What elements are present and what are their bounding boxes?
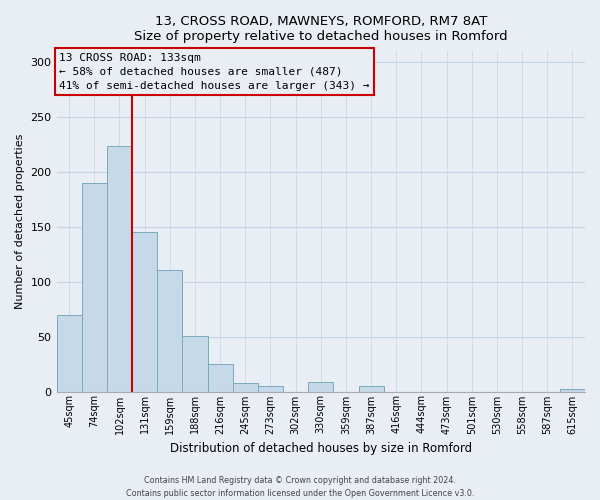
Bar <box>182 336 208 392</box>
Bar <box>82 183 107 392</box>
Text: 13 CROSS ROAD: 133sqm
← 58% of detached houses are smaller (487)
41% of semi-det: 13 CROSS ROAD: 133sqm ← 58% of detached … <box>59 53 370 91</box>
Bar <box>359 386 383 392</box>
Bar <box>308 382 334 392</box>
Text: Contains HM Land Registry data © Crown copyright and database right 2024.
Contai: Contains HM Land Registry data © Crown c… <box>126 476 474 498</box>
Title: 13, CROSS ROAD, MAWNEYS, ROMFORD, RM7 8AT
Size of property relative to detached : 13, CROSS ROAD, MAWNEYS, ROMFORD, RM7 8A… <box>134 15 508 43</box>
Bar <box>233 382 258 392</box>
Bar <box>132 232 157 392</box>
Y-axis label: Number of detached properties: Number of detached properties <box>15 134 25 309</box>
Bar <box>56 314 82 392</box>
Bar <box>258 386 283 392</box>
Bar <box>157 270 182 392</box>
Bar <box>107 146 132 392</box>
Bar <box>560 390 585 392</box>
X-axis label: Distribution of detached houses by size in Romford: Distribution of detached houses by size … <box>170 442 472 455</box>
Bar <box>208 364 233 392</box>
